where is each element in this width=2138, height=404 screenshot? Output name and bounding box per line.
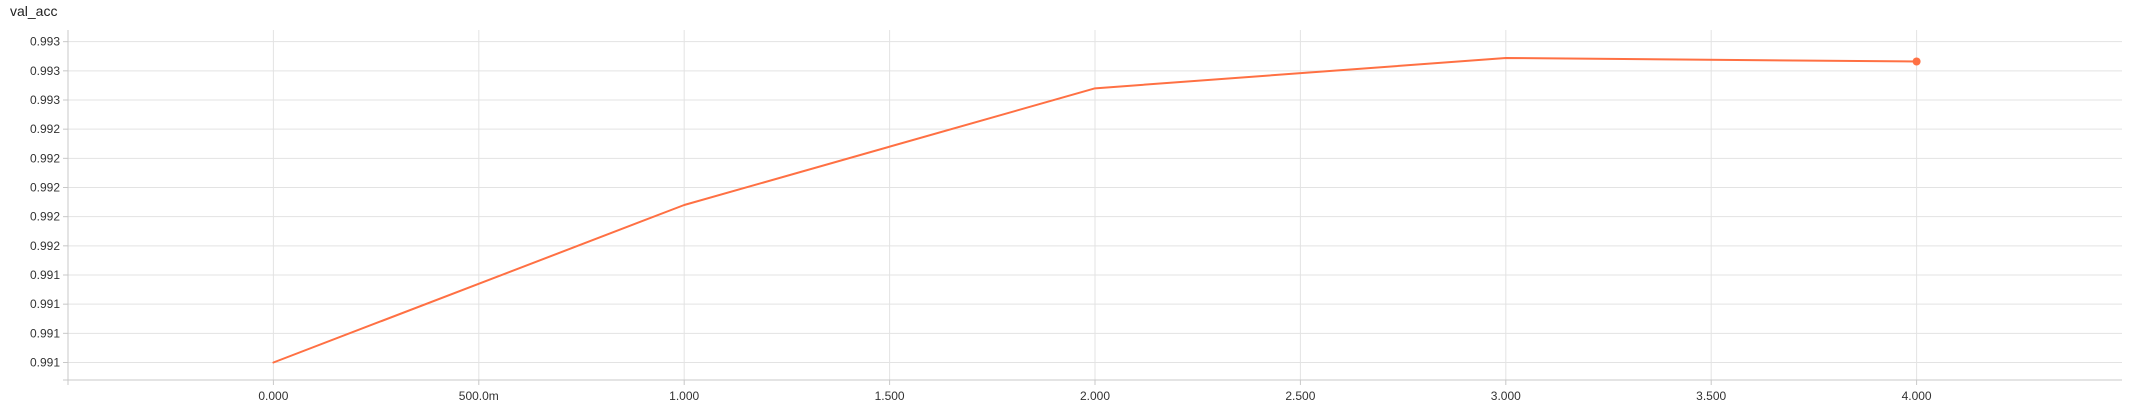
x-tick-label: 2.000: [1080, 389, 1110, 403]
chart-title: val_acc: [10, 3, 58, 19]
y-tick-label: 0.991: [30, 356, 60, 370]
axes: [63, 30, 2122, 385]
y-tick-label: 0.993: [30, 93, 60, 107]
x-tick-label: 4.000: [1902, 389, 1932, 403]
y-tick-label: 0.992: [30, 210, 60, 224]
y-tick-label: 0.993: [30, 64, 60, 78]
y-tick-label: 0.992: [30, 239, 60, 253]
last-point-marker: [1912, 57, 1921, 66]
x-tick-label: 1.000: [669, 389, 699, 403]
x-tick-label: 3.500: [1696, 389, 1726, 403]
y-tick-label: 0.991: [30, 326, 60, 340]
series-layer: [272, 57, 1921, 364]
grid-lines: [68, 30, 2122, 380]
x-tick-label: 0.000: [258, 389, 288, 403]
y-tick-label: 0.991: [30, 297, 60, 311]
x-tick-label: 2.500: [1285, 389, 1315, 403]
series-line: [272, 57, 1918, 364]
x-tick-label: 500.0m: [459, 389, 499, 403]
x-tick-label: 3.000: [1491, 389, 1521, 403]
x-tick-label: 1.500: [875, 389, 905, 403]
y-tick-label: 0.993: [30, 35, 60, 49]
y-tick-label: 0.992: [30, 151, 60, 165]
y-tick-label: 0.992: [30, 122, 60, 136]
tick-labels: 0.991 0.991 0.991 0.991 0.992 0.992 0.992 0.992…: [30, 35, 1932, 403]
y-tick-label: 0.991: [30, 268, 60, 282]
y-tick-label: 0.992: [30, 181, 60, 195]
